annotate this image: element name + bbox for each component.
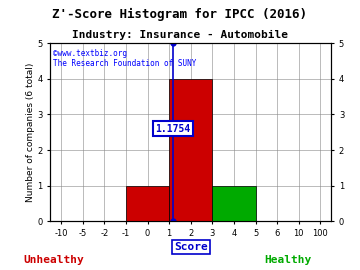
Text: Healthy: Healthy [264,255,312,265]
Y-axis label: Number of companies (6 total): Number of companies (6 total) [26,63,35,202]
Text: ©www.textbiz.org
The Research Foundation of SUNY: ©www.textbiz.org The Research Foundation… [53,49,197,68]
Bar [126,186,169,221]
Text: Industry: Insurance - Automobile: Industry: Insurance - Automobile [72,30,288,40]
Bar [212,186,256,221]
Text: 1.1754: 1.1754 [156,124,190,134]
X-axis label: Score: Score [174,242,208,252]
Bar [169,79,212,221]
Text: Z'-Score Histogram for IPCC (2016): Z'-Score Histogram for IPCC (2016) [53,8,307,21]
Text: Unhealthy: Unhealthy [24,255,84,265]
